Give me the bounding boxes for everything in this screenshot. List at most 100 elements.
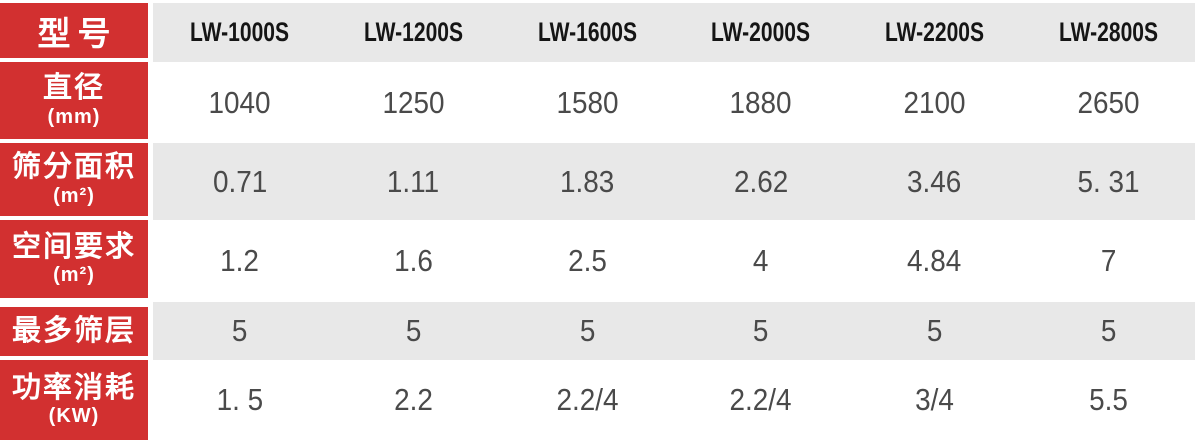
model-name: LW-1600S xyxy=(537,17,637,47)
value-text: 1040 xyxy=(208,84,271,120)
model-name: LW-2200S xyxy=(884,17,985,47)
row-header-max-layers: 最多筛层 xyxy=(0,302,148,360)
row-header-label: 最多筛层 xyxy=(11,314,136,347)
value-text: 1. 5 xyxy=(216,382,264,417)
model-row-band: LW-1000S LW-1200S LW-1600S LW-2000S LW-2… xyxy=(153,3,1195,62)
value-text: 1250 xyxy=(382,84,445,120)
value-text: 1.83 xyxy=(560,163,615,199)
value-cell: 1880 xyxy=(674,62,848,143)
value-text: 1880 xyxy=(729,84,792,120)
value-cell: 5 xyxy=(153,302,327,360)
value-cell: 1.11 xyxy=(327,143,501,220)
model-name: LW-1200S xyxy=(363,17,464,47)
row-header-model: 型号 xyxy=(0,3,148,62)
value-text: 2.62 xyxy=(733,163,788,199)
value-text: 1.2 xyxy=(220,243,260,278)
value-text: 5 xyxy=(405,313,422,348)
value-text: 5 xyxy=(1100,313,1116,348)
value-cell: 5.5 xyxy=(1021,360,1195,440)
value-cell: 3/4 xyxy=(848,360,1022,440)
value-text: 1580 xyxy=(556,84,619,120)
value-text: 5.5 xyxy=(1088,382,1128,417)
value-text: 5 xyxy=(926,313,943,348)
table-row-screening-area: 筛分面积 (m²) 0.71 1.11 1.83 2.62 3.46 5. 31 xyxy=(0,143,1200,220)
value-cell: 5. 31 xyxy=(1021,143,1195,220)
model-cell: LW-1000S xyxy=(153,3,327,62)
row-header-label: 直径 xyxy=(42,72,105,105)
value-text: 1.6 xyxy=(394,243,433,278)
value-text: 3/4 xyxy=(915,382,954,417)
value-cell: 2.2 xyxy=(327,360,501,440)
value-cell: 1. 5 xyxy=(153,360,327,440)
screening-area-row-band: 0.71 1.11 1.83 2.62 3.46 5. 31 xyxy=(153,143,1195,220)
value-cell: 1.2 xyxy=(153,220,327,302)
value-text: 3.46 xyxy=(907,163,962,199)
row-header-label: 功率消耗 xyxy=(11,371,136,404)
model-cell: LW-2200S xyxy=(848,3,1022,62)
value-cell: 2.2/4 xyxy=(500,360,674,440)
row-header-unit: (mm) xyxy=(47,105,101,128)
value-cell: 1580 xyxy=(500,62,674,143)
value-cell: 0.71 xyxy=(153,143,327,220)
row-header-space-requirement: 空间要求 (m²) xyxy=(0,220,148,302)
value-text: 2100 xyxy=(903,84,966,120)
value-cell: 4 xyxy=(674,220,848,302)
value-text: 4 xyxy=(753,243,769,278)
value-text: 7 xyxy=(1100,243,1116,278)
max-layers-row-band: 5 5 5 5 5 5 xyxy=(153,302,1195,360)
value-cell: 5 xyxy=(1021,302,1195,360)
value-text: 4.84 xyxy=(907,243,962,278)
row-header-unit: (m²) xyxy=(53,264,95,287)
row-header-diameter: 直径 (mm) xyxy=(0,62,148,143)
value-text: 2.5 xyxy=(567,243,607,278)
row-header-model-label: 型号 xyxy=(37,14,118,52)
value-text: 2.2/4 xyxy=(729,382,792,417)
value-cell: 4.84 xyxy=(848,220,1022,302)
model-cell: LW-1200S xyxy=(327,3,501,62)
value-cell: 1.6 xyxy=(327,220,501,302)
value-text: 5 xyxy=(232,313,248,348)
table-row-diameter: 直径 (mm) 1040 1250 1580 1880 2100 2650 xyxy=(0,62,1200,143)
table-row-power-consumption: 功率消耗 (KW) 1. 5 2.2 2.2/4 2.2/4 3/4 5.5 xyxy=(0,360,1200,440)
row-header-screening-area: 筛分面积 (m²) xyxy=(0,143,148,220)
model-name: LW-2000S xyxy=(711,17,811,47)
row-header-label: 筛分面积 xyxy=(11,151,136,184)
space-requirement-row-band: 1.2 1.6 2.5 4 4.84 7 xyxy=(153,220,1195,302)
model-name: LW-2800S xyxy=(1058,17,1158,47)
value-cell: 5 xyxy=(500,302,674,360)
model-cell: LW-2000S xyxy=(674,3,848,62)
value-cell: 2.2/4 xyxy=(674,360,848,440)
table-row-models: 型号 LW-1000S LW-1200S LW-1600S LW-2000S L… xyxy=(0,3,1200,62)
value-text: 2.2/4 xyxy=(556,382,619,417)
value-cell: 1.83 xyxy=(500,143,674,220)
value-text: 5 xyxy=(753,313,769,348)
model-cell: LW-2800S xyxy=(1021,3,1195,62)
value-cell: 2.62 xyxy=(674,143,848,220)
value-cell: 3.46 xyxy=(848,143,1022,220)
value-cell: 7 xyxy=(1021,220,1195,302)
value-text: 0.71 xyxy=(212,163,267,199)
row-header-power-consumption: 功率消耗 (KW) xyxy=(0,360,148,440)
value-cell: 2650 xyxy=(1021,62,1195,143)
value-cell: 5 xyxy=(848,302,1022,360)
table-row-max-layers: 最多筛层 5 5 5 5 5 5 xyxy=(0,302,1200,360)
power-consumption-row-band: 1. 5 2.2 2.2/4 2.2/4 3/4 5.5 xyxy=(153,360,1195,440)
value-cell: 1040 xyxy=(153,62,327,143)
value-text: 5. 31 xyxy=(1077,163,1140,199)
value-text: 1.11 xyxy=(387,163,440,199)
value-cell: 5 xyxy=(327,302,501,360)
row-header-unit: (m²) xyxy=(53,184,95,207)
value-cell: 2.5 xyxy=(500,220,674,302)
diameter-row-band: 1040 1250 1580 1880 2100 2650 xyxy=(153,62,1195,143)
row-header-unit: (KW) xyxy=(48,405,100,428)
model-cell: LW-1600S xyxy=(500,3,674,62)
value-text: 2.2 xyxy=(394,382,433,417)
model-name: LW-1000S xyxy=(190,17,290,47)
value-text: 2650 xyxy=(1077,84,1140,120)
row-header-label: 空间要求 xyxy=(11,230,136,263)
value-cell: 5 xyxy=(674,302,848,360)
value-cell: 2100 xyxy=(848,62,1022,143)
value-text: 5 xyxy=(579,313,595,348)
table-row-space-requirement: 空间要求 (m²) 1.2 1.6 2.5 4 4.84 7 xyxy=(0,220,1200,302)
